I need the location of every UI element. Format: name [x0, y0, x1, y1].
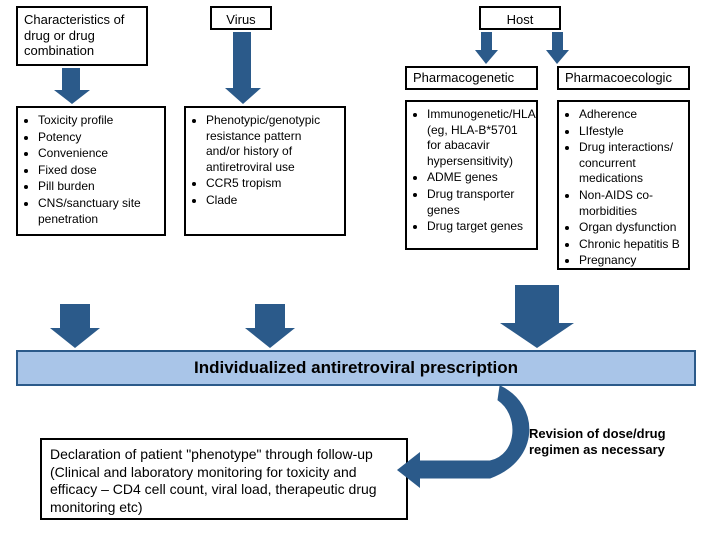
- arrow-virus-to-prescription: [245, 304, 295, 348]
- host-header-box: Host: [479, 6, 561, 30]
- drug-header-text: Characteristics of drug or drug combinat…: [24, 12, 124, 58]
- pharmacogenetic-list: Immunogenetic/HLA (eg, HLA-B*5701 for ab…: [413, 107, 530, 235]
- pharmacoecologic-header-text: Pharmacoecologic: [565, 70, 672, 85]
- revision-text-block: Revision of dose/drug regimen as necessa…: [529, 426, 669, 459]
- drug-item: Toxicity profile: [38, 113, 158, 129]
- virus-item: CCR5 tropism: [206, 176, 338, 192]
- arrow-drug-to-prescription: [50, 304, 100, 348]
- virus-list: Phenotypic/genotypic resistance pattern …: [192, 113, 338, 209]
- pharmacoecologic-item: Drug interactions/ concurrent medication…: [579, 140, 682, 187]
- pharmacogenetic-header-box: Pharmacogenetic: [405, 66, 538, 90]
- revision-text: Revision of dose/drug regimen as necessa…: [529, 426, 666, 457]
- curved-arrow-feedback: [397, 386, 529, 488]
- drug-item: Fixed dose: [38, 163, 158, 179]
- pharmacoecologic-header-box: Pharmacoecologic: [557, 66, 690, 90]
- pharmacoecologic-item: Pregnancy: [579, 253, 682, 269]
- pharmacogenetic-item: Drug transporter genes: [427, 187, 530, 218]
- pharmacoecologic-list-box: Adherence LIfestyle Drug interactions/ c…: [557, 100, 690, 270]
- virus-list-box: Phenotypic/genotypic resistance pattern …: [184, 106, 346, 236]
- drug-item: CNS/sanctuary site penetration: [38, 196, 158, 227]
- arrow-host-to-prescription: [500, 285, 574, 348]
- arrow-host-to-pharmacoecologic: [546, 32, 569, 64]
- virus-item: Phenotypic/genotypic resistance pattern …: [206, 113, 338, 175]
- pharmacoecologic-item: Non-AIDS co-morbidities: [579, 188, 682, 219]
- prescription-bar: Individualized antiretroviral prescripti…: [16, 350, 696, 386]
- pharmacoecologic-item: Adherence: [579, 107, 682, 123]
- drug-item: Convenience: [38, 146, 158, 162]
- followup-text: Declaration of patient "phenotype" throu…: [50, 446, 377, 515]
- pharmacoecologic-item: Organ dysfunction: [579, 220, 682, 236]
- pharmacoecologic-item: LIfestyle: [579, 124, 682, 140]
- arrow-virus-down: [225, 32, 261, 104]
- virus-item: Clade: [206, 193, 338, 209]
- drug-list-box: Toxicity profile Potency Convenience Fix…: [16, 106, 166, 236]
- pharmacoecologic-item: Chronic hepatitis B: [579, 237, 682, 253]
- followup-box: Declaration of patient "phenotype" throu…: [40, 438, 408, 520]
- pharmacogenetic-list-box: Immunogenetic/HLA (eg, HLA-B*5701 for ab…: [405, 100, 538, 250]
- pharmacogenetic-item: Immunogenetic/HLA (eg, HLA-B*5701 for ab…: [427, 107, 530, 169]
- prescription-text: Individualized antiretroviral prescripti…: [194, 358, 518, 378]
- virus-header-text: Virus: [226, 12, 255, 27]
- drug-item: Pill burden: [38, 179, 158, 195]
- drug-item: Potency: [38, 130, 158, 146]
- drug-list: Toxicity profile Potency Convenience Fix…: [24, 113, 158, 227]
- diagram-canvas: Characteristics of drug or drug combinat…: [0, 0, 710, 533]
- arrow-drug-down: [54, 68, 90, 104]
- arrow-host-to-pharmacogenetic: [475, 32, 498, 64]
- pharmacoecologic-list: Adherence LIfestyle Drug interactions/ c…: [565, 107, 682, 269]
- pharmacogenetic-header-text: Pharmacogenetic: [413, 70, 514, 85]
- pharmacogenetic-item: Drug target genes: [427, 219, 530, 235]
- virus-header-box: Virus: [210, 6, 272, 30]
- host-header-text: Host: [507, 12, 534, 27]
- pharmacogenetic-item: ADME genes: [427, 170, 530, 186]
- drug-header-box: Characteristics of drug or drug combinat…: [16, 6, 148, 66]
